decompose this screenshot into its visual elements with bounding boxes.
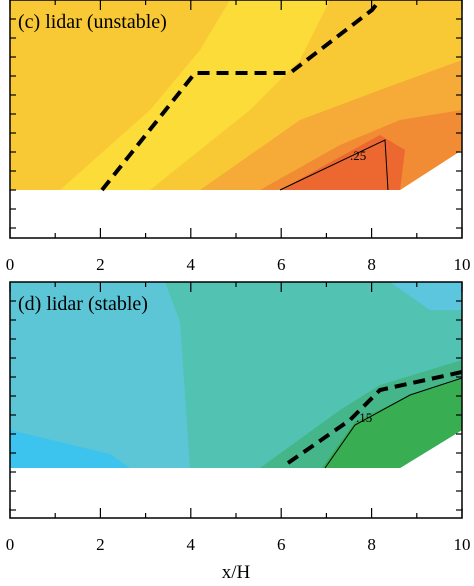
x-axis-label: x/H — [222, 562, 251, 583]
x-tick-label: 6 — [277, 255, 286, 274]
x-tick-label: 4 — [187, 255, 196, 274]
panel-c: .25 (c) lidar (unstable) 0 2 4 6 8 10 — [6, 0, 471, 274]
dashed-line — [100, 0, 382, 192]
panel-title: (c) lidar (unstable) — [18, 11, 167, 33]
contour-fill — [322, 378, 462, 468]
x-tick-label: 6 — [277, 535, 286, 554]
x-tick-label: 8 — [367, 255, 376, 274]
panel-title: (d) lidar (stable) — [18, 293, 148, 315]
contour-fill — [60, 0, 330, 190]
x-tick-label: 10 — [454, 255, 471, 274]
x-tick-label: 0 — [6, 535, 15, 554]
contour-label: .25 — [350, 148, 366, 163]
contour-line — [279, 139, 389, 191]
x-tick-label: 0 — [6, 255, 15, 274]
contour-fill — [390, 282, 462, 310]
x-tick-label: 4 — [187, 535, 196, 554]
panel-d: .15 (d) lidar (stable) 0 2 4 6 8 10 x/H — [6, 281, 471, 583]
x-tick-label: 2 — [96, 535, 105, 554]
contour-fill — [280, 135, 405, 190]
contour-fill — [10, 430, 130, 468]
dashed-line — [286, 370, 463, 465]
contour-line — [324, 377, 463, 469]
x-tick-label: 2 — [96, 255, 105, 274]
contour-label: .15 — [356, 410, 372, 425]
x-tick-label: 10 — [454, 535, 471, 554]
x-tick-label: 8 — [367, 535, 376, 554]
